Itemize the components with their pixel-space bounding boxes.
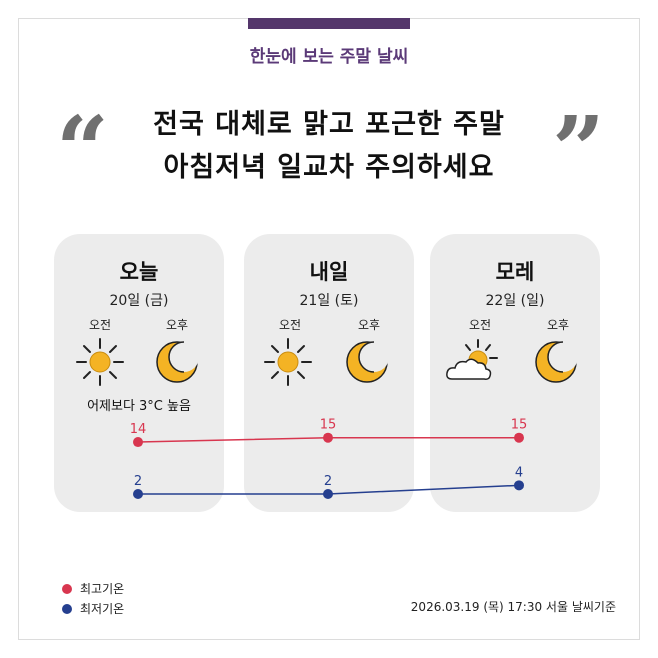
- am-label: 오전: [88, 318, 112, 332]
- day-card-today: 오늘 20일 (금) 오전 오후 어제보다 3°C 높음: [54, 234, 224, 512]
- footer-timestamp: 2026.03.19 (목) 17:30 서울 날씨기준: [410, 600, 616, 614]
- legend-dot-high: [62, 583, 72, 594]
- poster-subtitle: 한눈에 보는 주말 날씨: [249, 47, 409, 67]
- day-title: 내일: [309, 260, 349, 284]
- legend-label-low: 최저기온: [80, 602, 125, 616]
- am-label: 오전: [468, 318, 492, 332]
- day-title: 오늘: [119, 260, 159, 284]
- open-quote-icon: “: [56, 96, 109, 204]
- day-title: 모레: [495, 260, 535, 284]
- moon-icon: [346, 341, 389, 383]
- moon-icon: [535, 341, 578, 383]
- day-date: 22일 (일): [485, 293, 545, 309]
- legend-label-high: 최고기온: [80, 582, 125, 596]
- headline-line-2: 아침저녁 일교차 주의하세요: [163, 152, 495, 183]
- legend-item-low: 최저기온: [62, 600, 124, 617]
- pm-label: 오후: [357, 318, 381, 332]
- close-quote-icon: ”: [552, 96, 605, 204]
- day-date: 21일 (토): [299, 293, 359, 309]
- moon-icon: [156, 341, 199, 383]
- legend-item-high: 최고기온: [62, 580, 124, 597]
- day-date: 20일 (금): [109, 293, 169, 309]
- pm-label: 오후: [165, 318, 189, 332]
- pm-label: 오후: [546, 318, 570, 332]
- legend-dot-low: [62, 603, 72, 614]
- sun-icon: [76, 338, 124, 386]
- top-accent-bar: [248, 18, 410, 29]
- day-card-day-after: 모레 22일 (일) 오전 오후: [430, 234, 600, 512]
- day-note: 어제보다 3°C 높음: [87, 399, 191, 414]
- sun-behind-cloud-icon: [446, 339, 498, 380]
- am-label: 오전: [278, 318, 302, 332]
- headline-line-1: 전국 대체로 맑고 포근한 주말: [153, 109, 505, 140]
- day-card-tomorrow: 내일 21일 (토) 오전 오후: [244, 234, 414, 512]
- sun-icon: [264, 338, 312, 386]
